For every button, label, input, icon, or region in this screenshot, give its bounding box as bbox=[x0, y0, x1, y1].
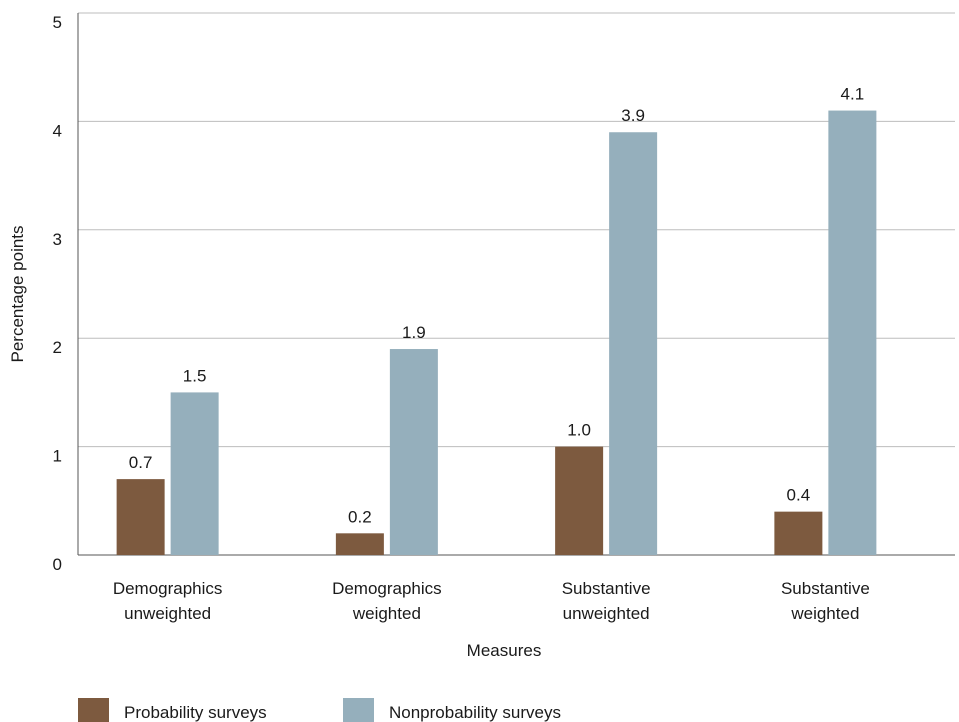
x-category-label: Demographics bbox=[113, 579, 223, 598]
bar bbox=[828, 110, 877, 555]
data-label: 4.1 bbox=[841, 85, 865, 104]
gridlines bbox=[77, 12, 955, 556]
legend-label: Probability surveys bbox=[124, 703, 267, 722]
y-tick-label: 1 bbox=[53, 447, 62, 466]
x-axis-categories: Demographics unweighted Demographics weight… bbox=[113, 579, 870, 623]
data-label: 1.9 bbox=[402, 323, 426, 342]
x-category-label: weighted bbox=[790, 604, 859, 623]
y-tick-label: 2 bbox=[53, 338, 62, 357]
data-label: 1.5 bbox=[183, 366, 207, 385]
legend-swatch bbox=[343, 698, 374, 722]
y-tick-label: 5 bbox=[53, 13, 62, 32]
x-axis-title: Measures bbox=[467, 641, 542, 660]
x-category-label: unweighted bbox=[124, 604, 211, 623]
y-axis-title: Percentage points bbox=[8, 225, 27, 362]
y-tick-label: 4 bbox=[53, 121, 62, 140]
data-label: 0.2 bbox=[348, 507, 372, 526]
x-category-label: weighted bbox=[352, 604, 421, 623]
bar bbox=[774, 511, 823, 555]
x-category-label: Substantive bbox=[562, 579, 651, 598]
bar bbox=[389, 349, 438, 555]
data-label: 0.7 bbox=[129, 453, 153, 472]
data-label: 1.0 bbox=[567, 421, 591, 440]
data-label: 0.4 bbox=[787, 486, 811, 505]
y-axis-ticks: 0 1 2 3 4 5 bbox=[53, 13, 62, 574]
bar bbox=[555, 446, 604, 555]
bar bbox=[335, 533, 384, 555]
data-labels: 0.7 1.5 0.2 1.9 1.0 3.9 0.4 4.1 bbox=[129, 85, 864, 527]
x-category-label: Demographics bbox=[332, 579, 442, 598]
y-tick-label: 0 bbox=[53, 555, 62, 574]
legend-label: Nonprobability surveys bbox=[389, 703, 561, 722]
x-category-label: Substantive bbox=[781, 579, 870, 598]
y-tick-label: 3 bbox=[53, 230, 62, 249]
legend: Probability surveys Nonprobability survey… bbox=[78, 698, 561, 722]
bar bbox=[170, 392, 219, 555]
x-category-label: unweighted bbox=[563, 604, 650, 623]
data-label: 3.9 bbox=[621, 106, 645, 125]
bars bbox=[116, 110, 877, 556]
legend-swatch bbox=[78, 698, 109, 722]
bar bbox=[116, 479, 165, 555]
bar bbox=[609, 132, 658, 556]
